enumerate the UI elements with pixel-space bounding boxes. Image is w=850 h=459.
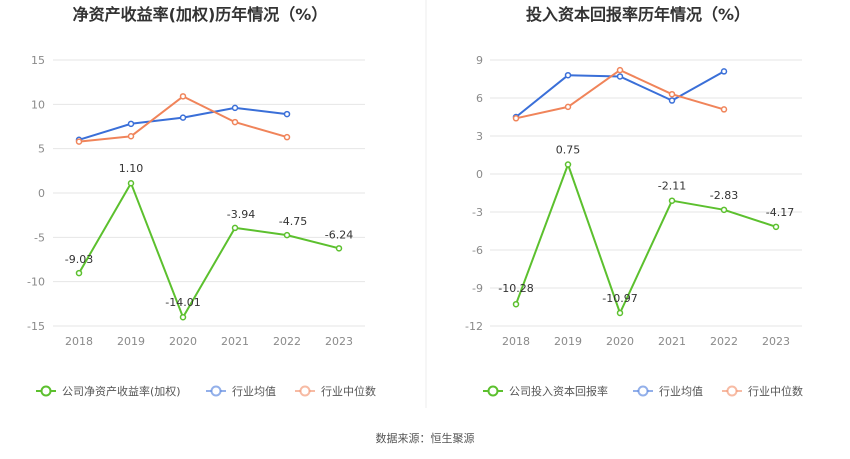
- data-point: [75, 138, 83, 145]
- data-point: [564, 161, 572, 168]
- y-tick-label: -5: [34, 231, 45, 244]
- legend-item[interactable]: 行业中位数: [722, 384, 803, 398]
- legend-item[interactable]: 行业中位数: [295, 384, 376, 398]
- legend-swatch-marker: [40, 385, 52, 397]
- data-point: [283, 231, 291, 239]
- x-tick-label: 2018: [502, 335, 530, 348]
- legend-label: 行业中位数: [748, 384, 803, 398]
- data-point: [668, 97, 676, 104]
- x-tick-label: 2020: [169, 335, 197, 348]
- data-label: -9.03: [65, 253, 93, 266]
- data-point: [283, 133, 291, 141]
- x-tick-label: 2023: [325, 335, 353, 348]
- y-tick-label: 15: [31, 54, 45, 67]
- x-tick-label: 2021: [658, 335, 686, 348]
- data-label: -2.11: [658, 180, 686, 193]
- y-tick-label: -10: [27, 276, 45, 289]
- data-point: [512, 300, 520, 308]
- data-point: [231, 224, 239, 232]
- legend-item[interactable]: 公司投入资本回报率: [483, 384, 608, 398]
- y-tick-label: 10: [31, 98, 45, 111]
- series-line: [78, 182, 340, 319]
- legend-item[interactable]: 行业均值: [206, 385, 276, 398]
- legend-item[interactable]: 行业均值: [633, 385, 703, 398]
- legend-swatch-marker: [299, 385, 311, 397]
- data-point: [179, 313, 187, 321]
- data-point: [179, 114, 187, 121]
- data-point: [668, 197, 676, 204]
- data-point: [564, 71, 572, 79]
- data-point: [512, 115, 520, 122]
- data-label: -10.97: [602, 292, 637, 305]
- data-point: [616, 309, 624, 317]
- legend-label: 行业均值: [232, 385, 276, 398]
- data-point: [564, 103, 572, 111]
- data-source-text: 数据来源：恒生聚源: [376, 431, 475, 445]
- y-tick-label: -15: [27, 320, 45, 333]
- data-label: -2.83: [710, 189, 738, 202]
- data-point: [231, 118, 239, 126]
- data-label: -4.75: [279, 215, 307, 228]
- legend-label: 公司净资产收益率(加权): [62, 384, 181, 398]
- data-point: [720, 68, 728, 75]
- data-point: [127, 179, 135, 187]
- y-tick-label: -9: [472, 282, 483, 295]
- y-tick-label: 5: [38, 143, 45, 156]
- data-point: [668, 90, 676, 98]
- legend-swatch-marker: [487, 385, 499, 397]
- y-tick-label: 6: [476, 92, 483, 105]
- data-point: [231, 104, 239, 112]
- x-tick-label: 2019: [554, 335, 582, 348]
- y-tick-label: -12: [465, 320, 483, 333]
- data-point: [283, 110, 291, 118]
- legend-swatch-marker: [726, 385, 738, 397]
- y-tick-label: 3: [476, 130, 483, 143]
- data-point: [616, 73, 624, 80]
- data-point: [720, 206, 728, 214]
- y-tick-label: 0: [476, 168, 483, 181]
- legend-label: 公司投入资本回报率: [509, 384, 608, 398]
- data-point: [720, 106, 728, 113]
- x-tick-label: 2022: [273, 335, 301, 348]
- data-label: 0.75: [556, 144, 581, 157]
- x-tick-label: 2018: [65, 335, 93, 348]
- roe-chart: 净资产收益率(加权)历年情况（%） 15 10 5 0 -5 -10 -15 2018 2019 2…: [27, 5, 376, 398]
- x-tick-label: 2019: [117, 335, 145, 348]
- roic-chart: 投入资本回报率历年情况（%） 9 6 3 0 -3 -6 -9 -12 2018 2019 2020 2…: [465, 5, 803, 398]
- data-point: [616, 66, 624, 74]
- legend-label: 行业中位数: [321, 384, 376, 398]
- series-line: [78, 106, 288, 141]
- data-label: -14.01: [165, 296, 200, 309]
- legend-item[interactable]: 公司净资产收益率(加权): [36, 384, 181, 398]
- data-label: 1.10: [119, 162, 144, 175]
- legend-label: 行业均值: [659, 385, 703, 398]
- data-point: [127, 133, 135, 140]
- series-line: [515, 163, 777, 314]
- x-tick-label: 2023: [762, 335, 790, 348]
- data-point: [127, 120, 135, 128]
- x-tick-label: 2022: [710, 335, 738, 348]
- data-point: [335, 245, 343, 252]
- y-tick-label: -3: [472, 206, 483, 219]
- chart-title: 净资产收益率(加权)历年情况（%）: [73, 5, 328, 24]
- data-label: -10.28: [498, 282, 533, 295]
- data-label: -6.24: [325, 228, 353, 241]
- x-tick-label: 2021: [221, 335, 249, 348]
- data-point: [179, 93, 187, 100]
- y-tick-label: 0: [38, 187, 45, 200]
- data-label: -4.17: [766, 206, 794, 219]
- x-tick-label: 2020: [606, 335, 634, 348]
- y-tick-label: -6: [472, 244, 483, 257]
- legend-swatch-marker: [210, 385, 222, 397]
- chart-title: 投入资本回报率历年情况（%）: [526, 5, 750, 24]
- y-tick-label: 9: [476, 54, 483, 67]
- data-label: -3.94: [227, 208, 255, 221]
- data-point: [75, 269, 83, 277]
- data-point: [772, 223, 780, 231]
- legend-swatch-marker: [637, 385, 649, 397]
